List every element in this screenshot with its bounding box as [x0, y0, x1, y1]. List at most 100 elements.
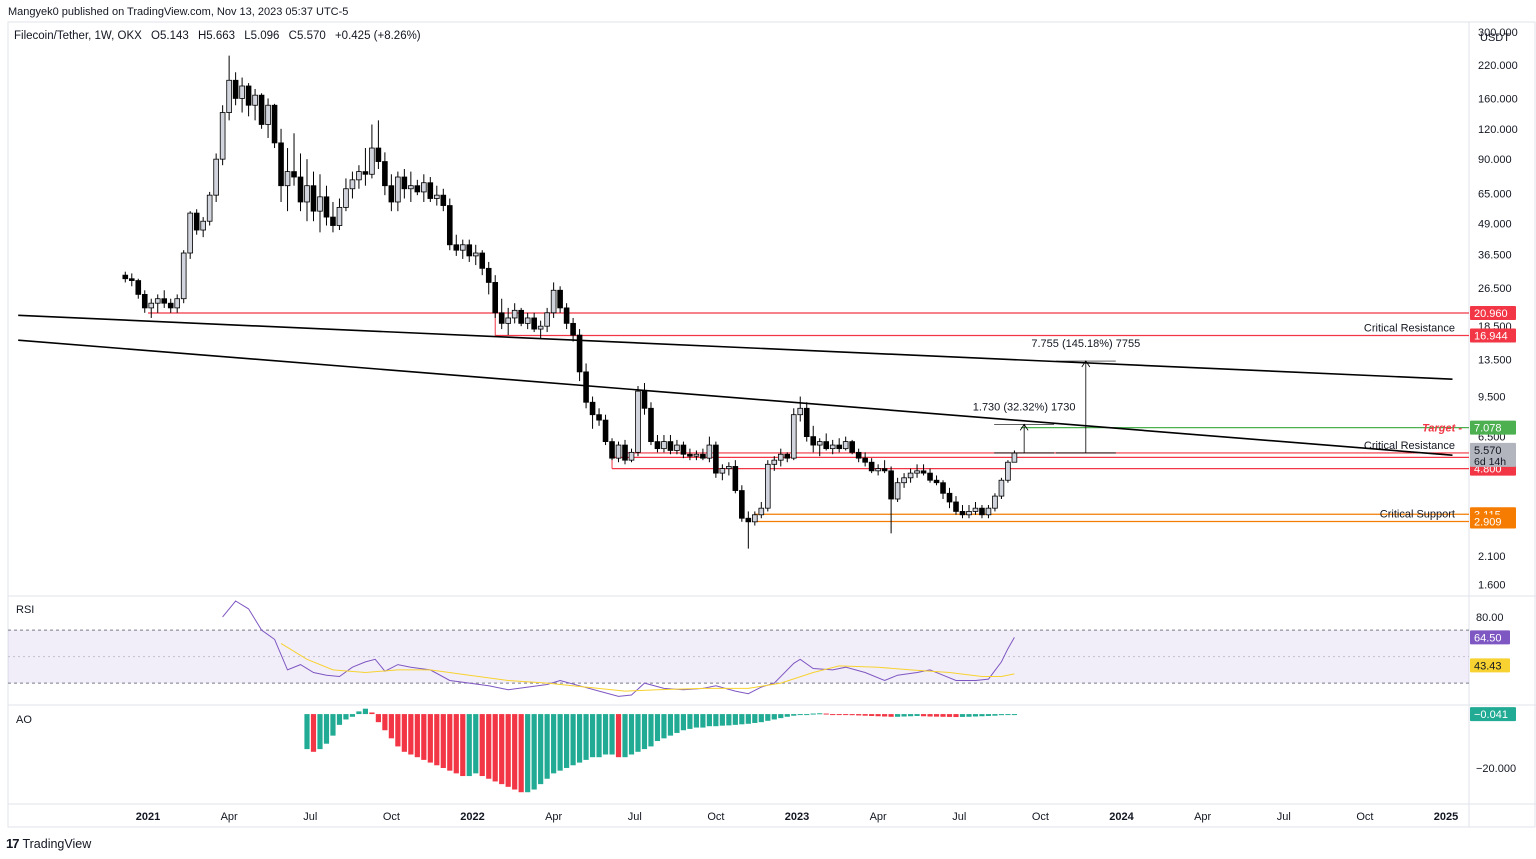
candle: [524, 312, 531, 330]
candle: [446, 198, 453, 251]
ao-bar: [414, 714, 420, 758]
tradingview-logo-icon: 17: [6, 836, 20, 851]
ao-bar: [492, 714, 498, 782]
candle: [141, 290, 148, 313]
candle-body: [576, 334, 583, 373]
candle-body: [985, 507, 992, 516]
candle: [875, 464, 881, 476]
ao-bar: [434, 714, 440, 766]
candle: [933, 475, 940, 486]
candle-body: [148, 302, 155, 309]
candle-body: [927, 472, 933, 481]
candle: [888, 466, 894, 534]
candle: [589, 396, 596, 429]
ao-value-tag: −0.041: [1474, 709, 1508, 721]
candle: [187, 211, 193, 259]
ao-bar: [453, 714, 459, 774]
ao-bar: [771, 714, 777, 720]
candle-body: [1005, 461, 1011, 481]
ohlc-open: O5.143: [151, 30, 189, 42]
ao-bar: [304, 714, 310, 750]
candle: [829, 439, 836, 455]
ao-bar: [622, 714, 628, 758]
candle: [823, 433, 830, 451]
trendline: [18, 314, 1453, 380]
candle-body: [278, 142, 284, 187]
candle: [563, 303, 570, 330]
candle: [284, 148, 291, 212]
candle-body: [206, 194, 213, 222]
ao-bar: [551, 714, 557, 774]
ao-bar: [499, 714, 505, 785]
candle-body: [726, 466, 732, 470]
ao-bar: [362, 708, 369, 715]
candle-body: [628, 451, 635, 461]
candle: [596, 408, 602, 426]
price-tick-label: 90.000: [1478, 154, 1512, 166]
ao-bar: [927, 714, 933, 717]
ao-bar: [804, 714, 810, 716]
ao-bar: [596, 714, 602, 758]
candle: [343, 178, 349, 212]
candle-body: [563, 307, 570, 324]
candle: [946, 487, 953, 509]
ao-bar: [869, 714, 875, 716]
candle: [226, 55, 232, 121]
ao-bar: [985, 714, 992, 716]
candle-body: [907, 472, 914, 479]
candle: [388, 174, 395, 212]
candle-body: [427, 182, 434, 199]
ao-bar: [953, 714, 959, 718]
candle-body: [531, 317, 537, 330]
candle-body: [297, 176, 304, 203]
candle-body: [875, 468, 881, 472]
price-tick-label: 2.100: [1478, 551, 1506, 563]
candle: [732, 460, 739, 494]
candle-body: [570, 322, 576, 336]
candle-body: [252, 94, 258, 106]
candle: [174, 294, 181, 313]
time-tick-label: Oct: [1032, 811, 1049, 823]
candle: [615, 441, 622, 463]
ao-bar: [778, 714, 784, 719]
price-tick-label: 120.000: [1478, 124, 1518, 136]
symbol-name[interactable]: Filecoin/Tether, 1W, OKX: [14, 30, 142, 42]
ao-bar: [330, 714, 336, 736]
candle: [213, 153, 219, 202]
candle: [907, 468, 914, 483]
ao-bar: [628, 714, 635, 755]
candle-body: [654, 441, 661, 450]
candle-body: [485, 267, 492, 283]
ao-bar: [752, 714, 758, 723]
ao-value-tag-bg: [1470, 707, 1516, 722]
candle: [310, 171, 317, 222]
candle: [777, 448, 784, 467]
candle-body: [648, 407, 654, 443]
candle-body: [700, 453, 706, 459]
ao-title: AO: [16, 714, 32, 726]
candle: [972, 501, 979, 515]
candle: [252, 88, 258, 121]
candle-body: [953, 501, 959, 512]
candle: [667, 435, 674, 455]
candle: [914, 464, 920, 478]
measure-label: 7.755 (145.18%) 7755: [1031, 338, 1140, 350]
candle: [894, 477, 901, 502]
countdown-label: 6d 14h: [1474, 456, 1506, 468]
ao-bar: [920, 714, 927, 717]
candle-body: [920, 470, 927, 474]
ao-bar: [933, 714, 940, 717]
ao-bar: [830, 714, 836, 716]
candle: [245, 83, 252, 117]
ao-bar: [349, 714, 356, 717]
ao-bar: [512, 714, 518, 790]
ao-bar: [843, 714, 849, 716]
candle: [453, 234, 460, 256]
candle-body: [810, 436, 817, 446]
level-price-tag: 20.960: [1474, 308, 1508, 320]
candle-body: [966, 511, 972, 516]
candle-body: [265, 104, 271, 125]
ao-bar: [661, 714, 667, 739]
candle: [161, 290, 168, 308]
